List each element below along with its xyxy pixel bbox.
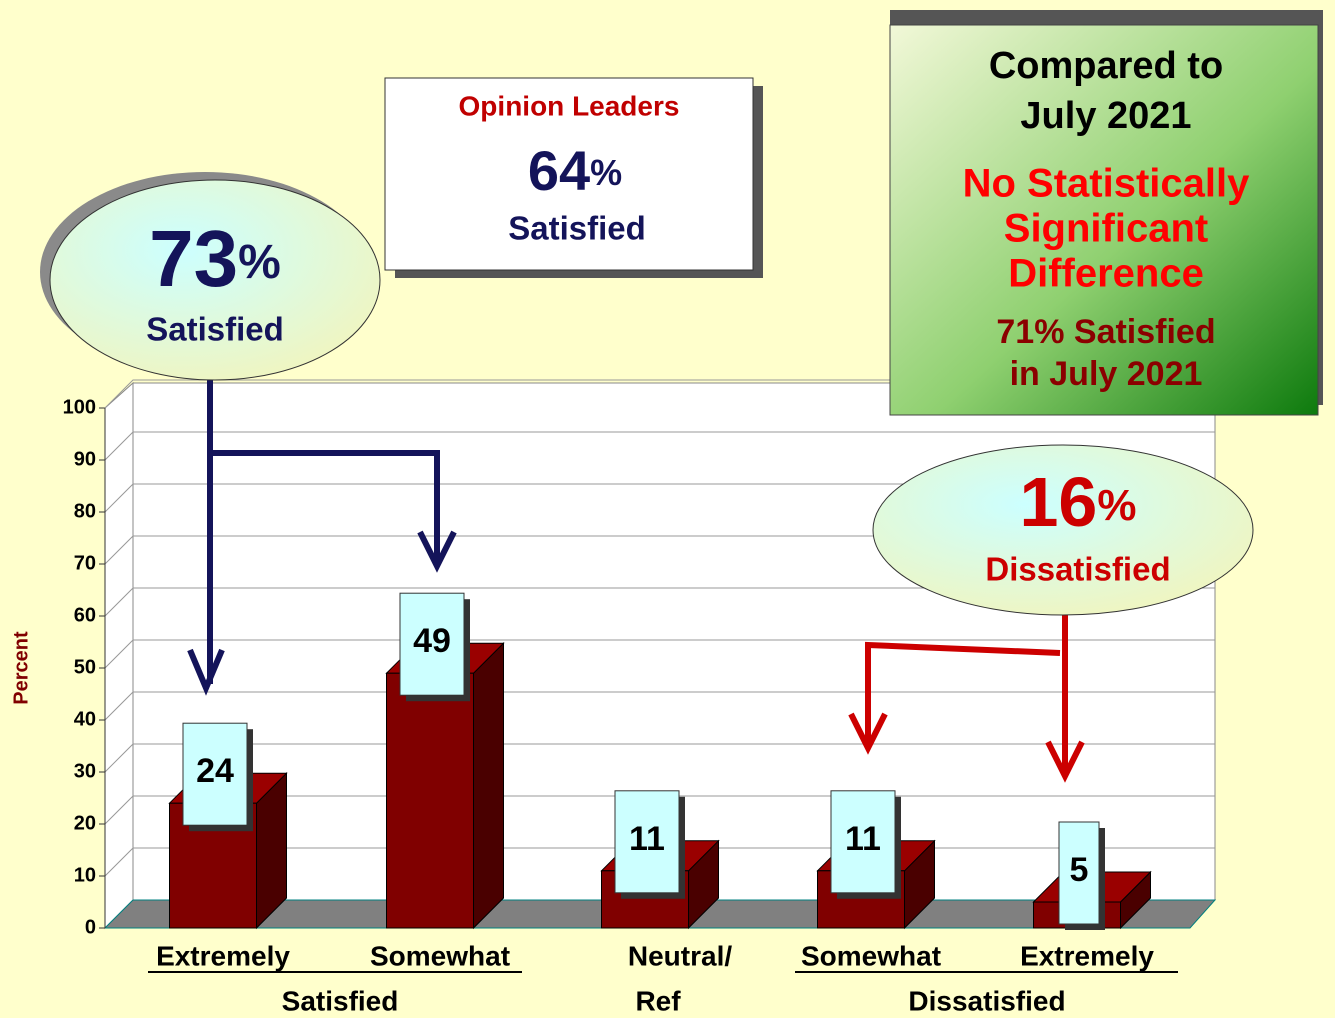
side-wall: [104, 381, 134, 930]
x-tick-label: Ref: [635, 985, 681, 1016]
comparison-heading: Compared to: [989, 45, 1223, 87]
y-tick-label: 0: [85, 916, 96, 938]
label-box: [1058, 821, 1100, 925]
value-label: 24: [196, 752, 234, 790]
bar-side: [473, 641, 504, 930]
grid-line: [104, 483, 1215, 513]
dissatisfied-percent: 16%: [1020, 463, 1137, 541]
satisfied-percent: 73%: [149, 214, 281, 303]
value-label: 11: [845, 820, 881, 858]
comparison-heading: July 2021: [1020, 95, 1191, 137]
comparison-previous: in July 2021: [1010, 355, 1203, 393]
grid-line: [104, 639, 1215, 669]
unit: %: [1097, 481, 1136, 530]
number: 73: [149, 214, 238, 303]
opinion-title: Opinion Leaders: [459, 90, 680, 121]
unit: %: [238, 236, 281, 289]
y-tick-label: 30: [74, 760, 96, 782]
dissatisfied-arrows: [848, 615, 1085, 783]
opinion-percent: 64%: [528, 139, 622, 202]
comparison-previous: 71% Satisfied: [996, 313, 1215, 351]
grid-line: [104, 379, 1215, 409]
satisfied-bubble: [49, 179, 381, 381]
number: 64: [528, 139, 590, 202]
x-tick-label: Somewhat: [801, 940, 941, 971]
dissatisfied-bubble: [872, 444, 1254, 616]
y-axis-label: Percent: [10, 631, 32, 705]
label-box: [182, 722, 248, 826]
opinion-box: [384, 77, 754, 271]
x-tick-label: Extremely: [156, 940, 290, 971]
y-tick-label: 60: [74, 604, 96, 626]
marks: 24 49 11 11 5: [168, 592, 1152, 930]
comparison-result: No Statistically: [963, 162, 1251, 206]
y-tick-label: 50: [74, 656, 96, 678]
grid-line: [104, 535, 1215, 565]
y-tick-label: 10: [74, 864, 96, 886]
label-box: [830, 790, 896, 894]
y-tick-label: 40: [74, 708, 96, 730]
comparison-texts: Compared to July 2021 No StatisticallySign…: [963, 45, 1251, 393]
y-tick-label: 100: [63, 396, 96, 418]
grid-line: [104, 691, 1215, 721]
value-label: 5: [1070, 851, 1089, 889]
satisfied-text: Satisfied: [146, 311, 284, 348]
y-tick-label: 90: [74, 448, 96, 470]
unit: %: [590, 152, 622, 193]
value-label: 49: [413, 622, 451, 660]
x-tick-label: Extremely: [1020, 940, 1154, 971]
number: 16: [1020, 463, 1098, 541]
grid-line: [104, 587, 1215, 617]
label-box: [614, 790, 680, 894]
comparison-box: [889, 24, 1319, 416]
label-box: [399, 592, 465, 696]
group-label: Satisfied: [282, 985, 399, 1016]
y-tick-label: 70: [74, 552, 96, 574]
x-tick-label: Neutral/: [628, 940, 732, 971]
bar: [386, 672, 474, 929]
grid-line: [104, 431, 1215, 461]
satisfied-arrows: [187, 380, 457, 696]
opinion-text: Satisfied: [508, 210, 646, 247]
group-label: Dissatisfied: [908, 985, 1065, 1016]
comparison-result: Significant: [1004, 207, 1208, 251]
dissatisfied-text: Dissatisfied: [985, 551, 1170, 588]
grid-line: [104, 743, 1215, 773]
y-tick-label: 80: [74, 500, 96, 522]
comparison-result: Difference: [1008, 252, 1204, 296]
value-label: 11: [629, 820, 665, 858]
x-tick-label: Somewhat: [370, 940, 510, 971]
y-tick-label: 20: [74, 812, 96, 834]
